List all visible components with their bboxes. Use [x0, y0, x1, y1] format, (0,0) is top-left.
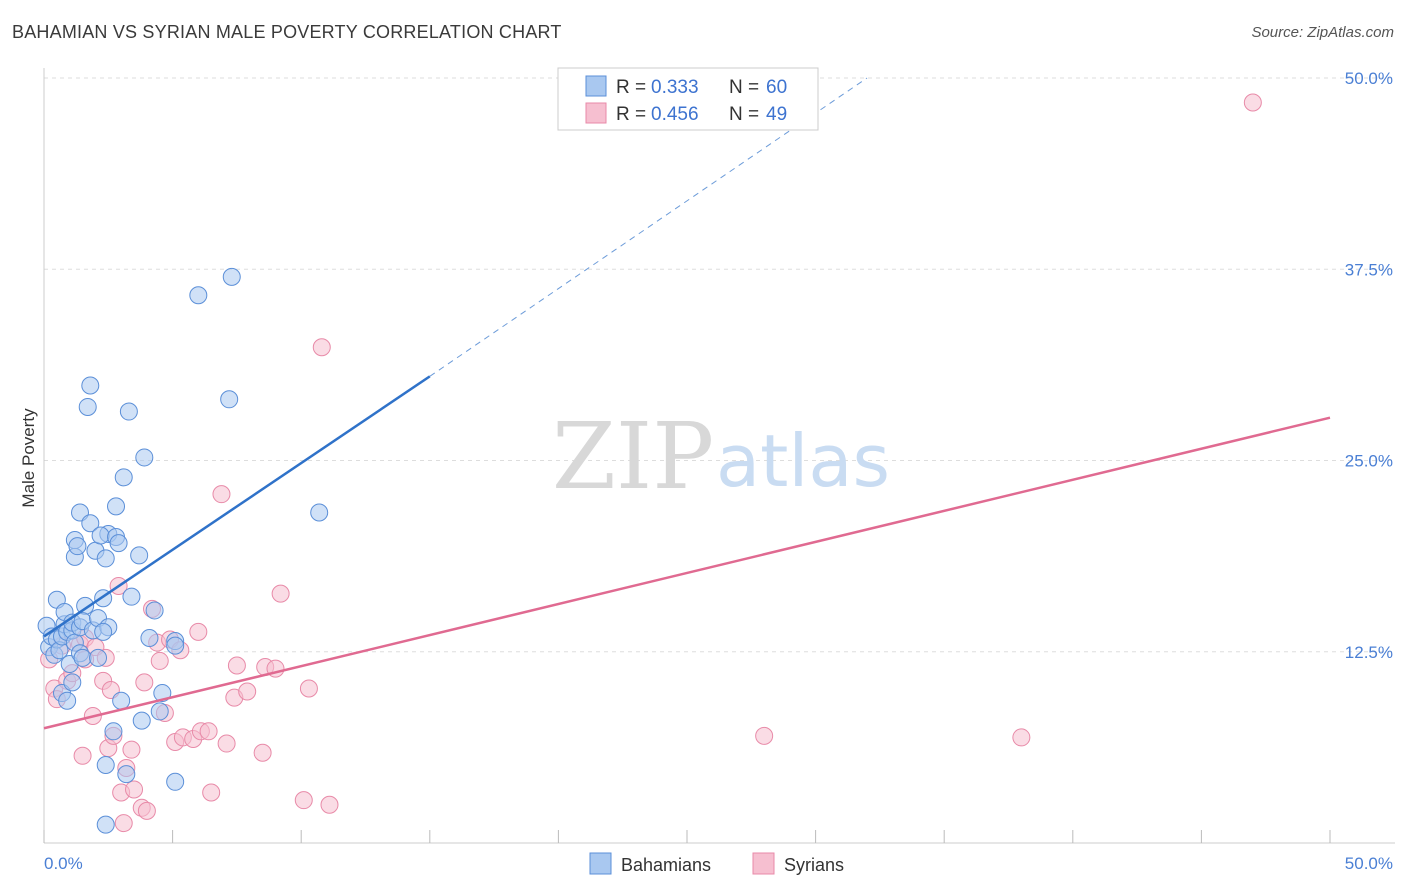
bahamians-point-47 — [114, 468, 133, 487]
bahamians-point-45 — [109, 534, 128, 553]
bahamians-point-41 — [96, 755, 115, 774]
watermark-zip: ZIP — [552, 403, 714, 510]
bahamians-point-62 — [220, 390, 239, 409]
syrians-point-47 — [271, 584, 290, 603]
bahamians-point-39 — [91, 526, 110, 545]
syrians-point-25 — [137, 801, 156, 820]
syrians-point-28 — [150, 651, 169, 670]
stats-legend: R = 0.333 N = 60 R = 0.456 N = 49 — [557, 67, 819, 131]
bahamians-point-55 — [145, 601, 164, 620]
axes — [43, 68, 1395, 844]
series-legend: Bahamians Syrians — [589, 852, 844, 875]
syrians-point-40 — [217, 734, 236, 753]
syrians-point-43 — [238, 682, 257, 701]
bahamians-point-52 — [132, 711, 151, 730]
y-tick-label-3: 50.0% — [1345, 69, 1393, 88]
bahamians-point-29 — [81, 514, 100, 533]
bahamians-r-value: 0.333 — [651, 77, 699, 98]
syrians-n-value: 49 — [766, 104, 787, 125]
syrians-r-value: 0.456 — [651, 104, 699, 125]
x-tick-label-0: 0.0% — [44, 854, 83, 873]
syrians-points — [40, 93, 1262, 833]
bahamians-point-40 — [96, 815, 115, 834]
bahamians-legend-swatch — [589, 852, 612, 875]
y-tick-label-2: 37.5% — [1345, 260, 1393, 279]
bahamians-point-24 — [73, 648, 92, 667]
syrians-point-54 — [1243, 93, 1262, 112]
bahamians-point-26 — [78, 397, 97, 416]
syrians-point-44 — [253, 743, 272, 762]
bahamians-point-60 — [166, 772, 185, 791]
bahamians-point-46 — [112, 691, 131, 710]
syrians-point-49 — [299, 679, 318, 698]
bahamians-point-20 — [68, 537, 87, 556]
bahamians-point-38 — [94, 622, 113, 641]
bahamians-point-27 — [81, 376, 100, 395]
syrians-point-35 — [189, 622, 208, 641]
bahamians-point-35 — [96, 549, 115, 568]
bahamians-point-59 — [166, 636, 185, 655]
syrians-point-37 — [199, 722, 218, 741]
syrians-point-24 — [135, 673, 154, 692]
bahamians-point-11 — [58, 691, 77, 710]
bahamians-point-42 — [104, 722, 123, 741]
syrians-point-53 — [1012, 728, 1031, 747]
watermark-atlas: atlas — [716, 419, 890, 503]
bahamians-point-64 — [310, 503, 329, 522]
bahamians-trend-line — [43, 375, 431, 638]
bahamians-point-53 — [135, 448, 154, 467]
syrians-legend-swatch — [752, 852, 775, 875]
syrians-point-52 — [755, 726, 774, 745]
syrians-trend-line — [43, 416, 1331, 730]
bahamians-point-15 — [63, 673, 82, 692]
bahamians-point-63 — [222, 267, 241, 286]
syrians-point-21 — [122, 740, 141, 759]
bahamians-swatch — [585, 75, 607, 97]
syrians-point-42 — [227, 656, 246, 675]
y-tick-label-1: 25.0% — [1345, 452, 1393, 471]
bahamians-point-61 — [189, 286, 208, 305]
syrians-point-50 — [312, 338, 331, 357]
y-axis-title: Male Poverty — [19, 408, 38, 508]
y-tick-labels: 12.5% 25.0% 37.5% 50.0% — [1345, 69, 1393, 662]
bahamians-point-43 — [107, 497, 126, 516]
chart-title: BAHAMIAN VS SYRIAN MALE POVERTY CORRELAT… — [12, 22, 562, 42]
bahamians-point-48 — [117, 765, 136, 784]
syrians-point-39 — [212, 485, 231, 504]
syrians-point-22 — [125, 780, 144, 799]
x-tick-labels: 0.0% 50.0% — [44, 854, 1393, 873]
bahamians-point-50 — [122, 587, 141, 606]
syrians-point-18 — [114, 814, 133, 833]
bahamians-point-56 — [150, 702, 169, 721]
bahamians-n-value: 60 — [766, 77, 787, 98]
bahamians-point-49 — [119, 402, 138, 421]
bahamians-point-32 — [89, 648, 108, 667]
syrians-swatch — [585, 102, 607, 124]
watermark: ZIP atlas — [552, 403, 890, 510]
syrians-r-label: R = — [616, 104, 646, 125]
bahamians-r-label: R = — [616, 77, 646, 98]
source-label: Source: ZipAtlas.com — [1251, 24, 1394, 41]
x-tick-label-1: 50.0% — [1345, 854, 1393, 873]
bahamians-point-54 — [140, 628, 159, 647]
bahamians-legend-label: Bahamians — [621, 855, 711, 875]
syrians-legend-label: Syrians — [784, 855, 844, 875]
y-tick-label-0: 12.5% — [1345, 643, 1393, 662]
syrians-point-38 — [202, 783, 221, 802]
syrians-point-51 — [320, 795, 339, 814]
syrians-point-9 — [73, 746, 92, 765]
bahamians-points — [37, 267, 329, 834]
bahamians-point-51 — [130, 546, 149, 565]
syrians-point-48 — [294, 791, 313, 810]
syrians-n-label: N = — [729, 104, 759, 125]
bahamians-point-57 — [153, 684, 172, 703]
bahamians-n-label: N = — [729, 77, 759, 98]
